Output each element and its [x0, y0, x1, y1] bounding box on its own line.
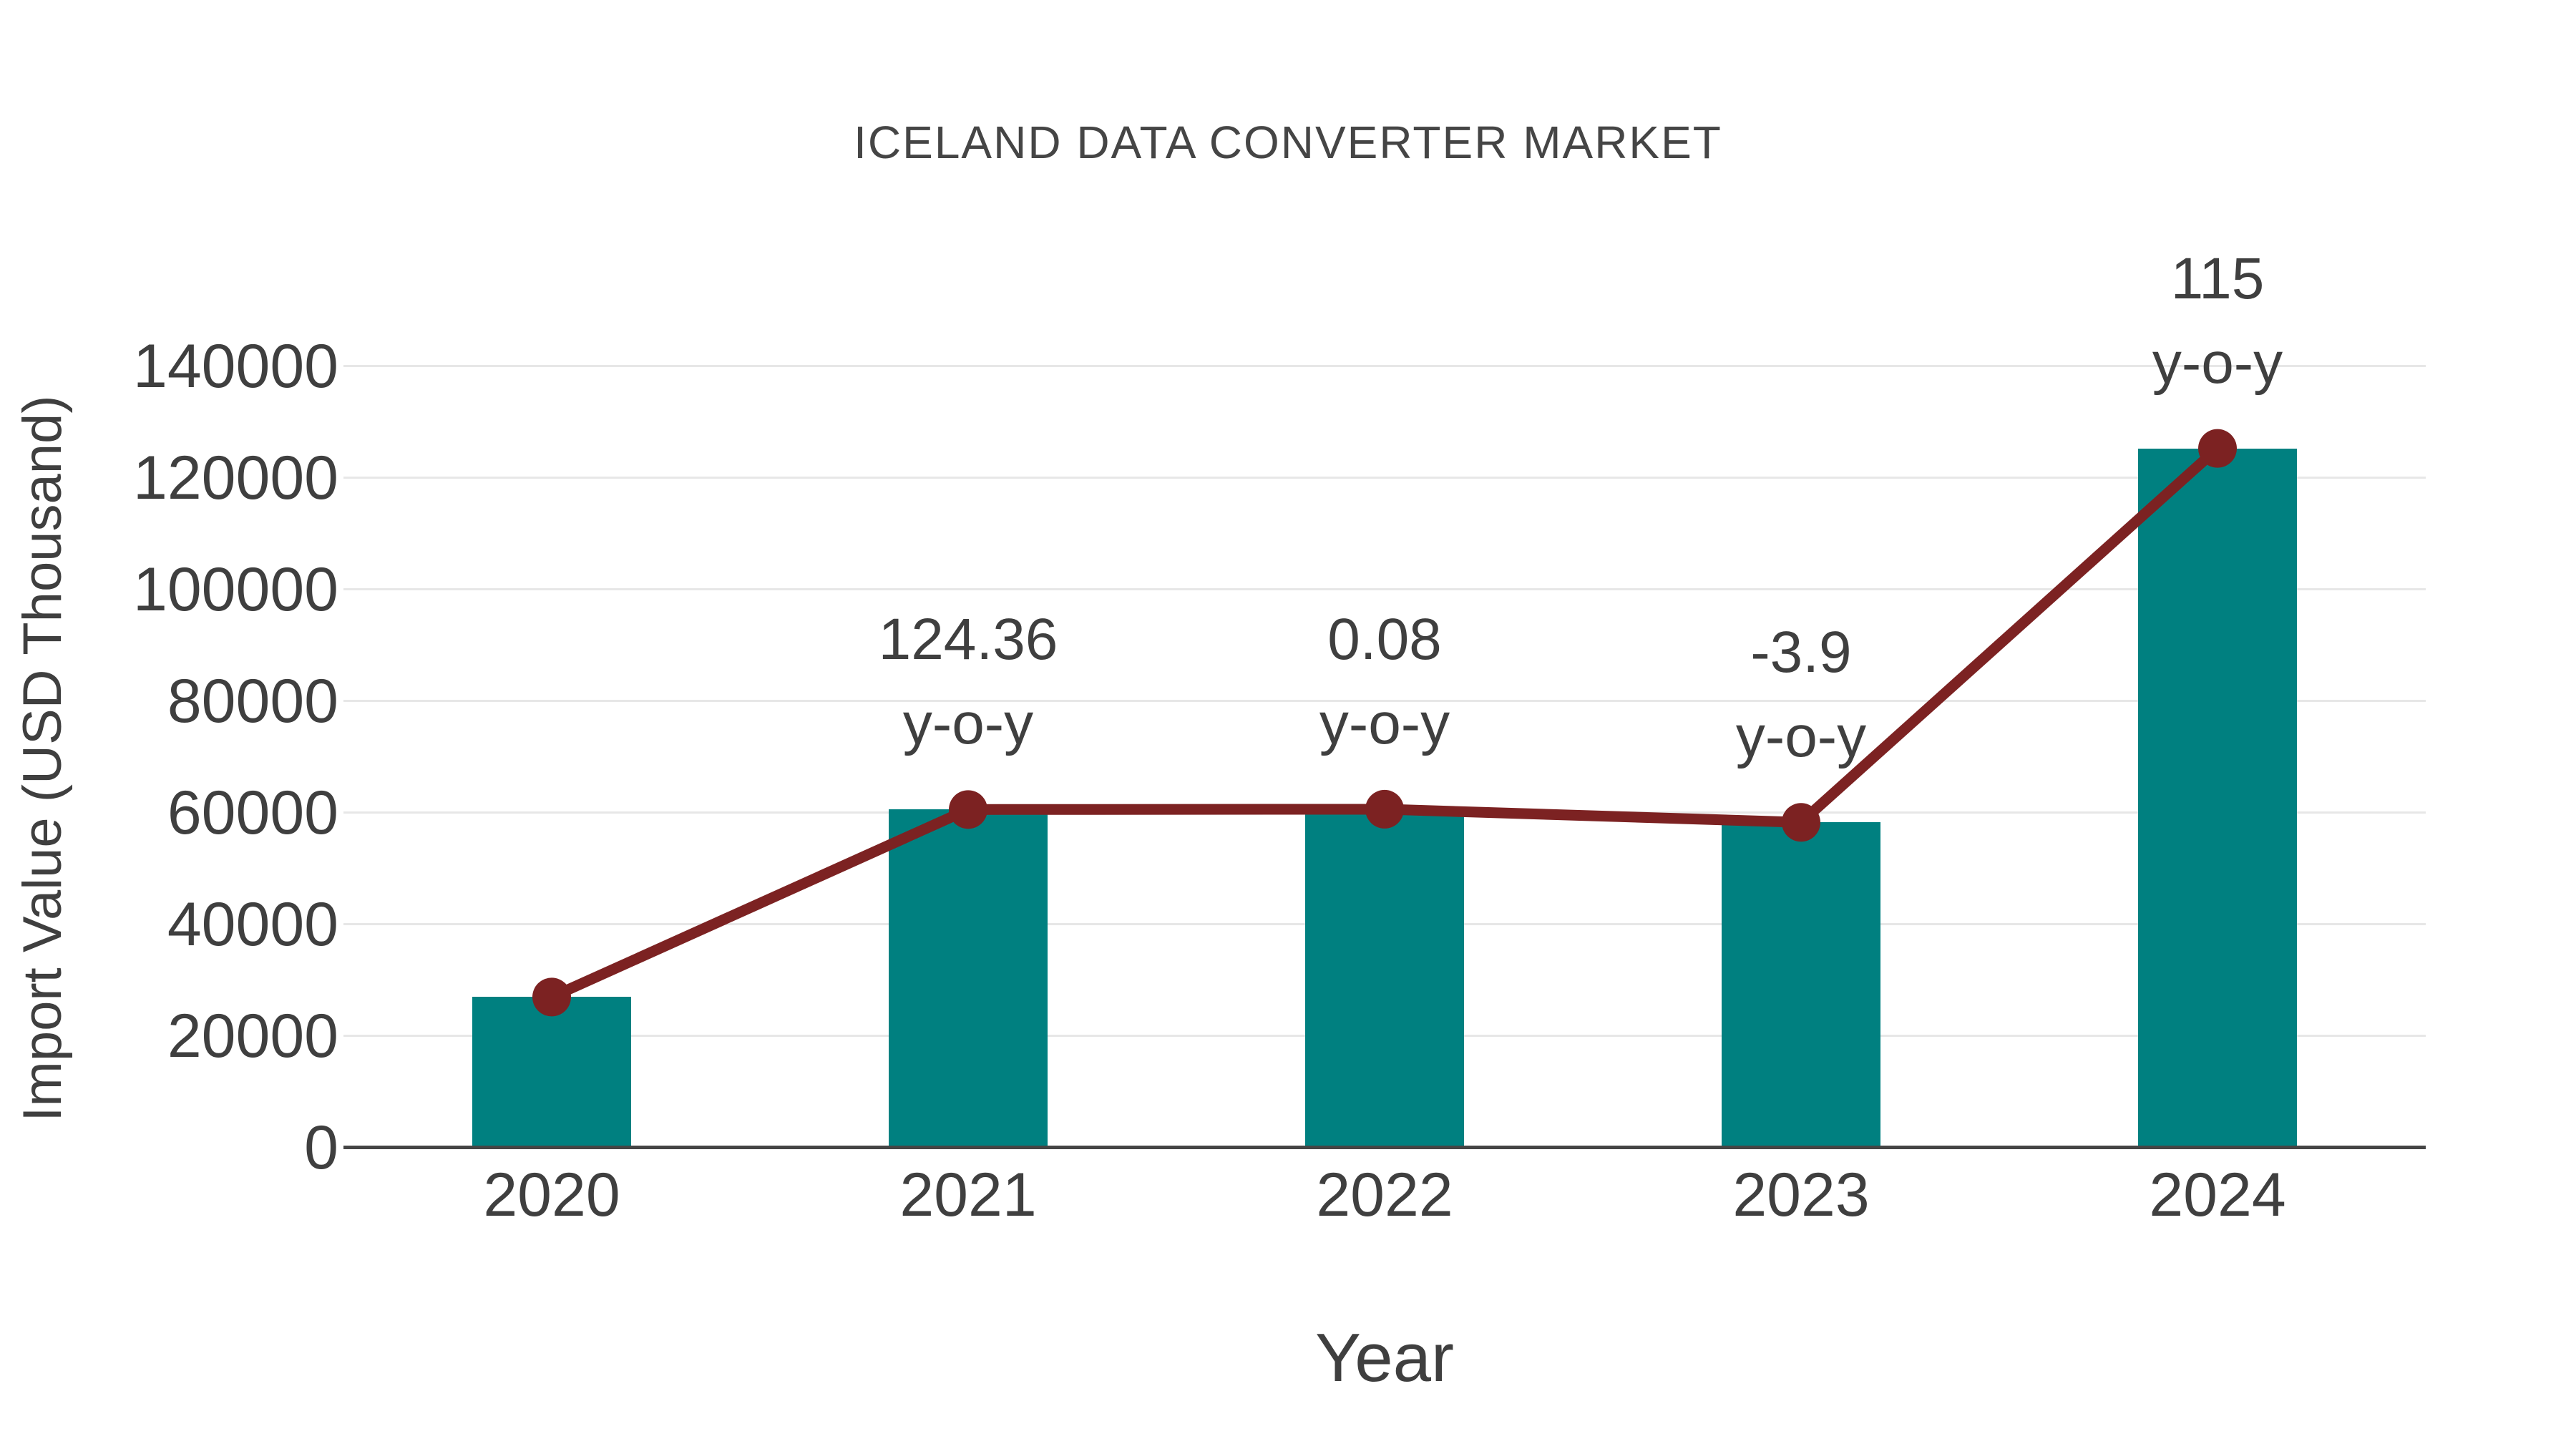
y-tick-label-100000: 100000: [133, 555, 338, 624]
bar-2024: [2138, 448, 2297, 1148]
x-tick-label-2023: 2023: [1732, 1161, 1870, 1229]
annotation-2024: 115 y-o-y: [2152, 237, 2283, 406]
y-tick-label-20000: 20000: [167, 1001, 338, 1070]
bar-2021: [889, 809, 1048, 1148]
plot-area: [343, 315, 2426, 1149]
x-tick-label-2024: 2024: [2149, 1161, 2286, 1229]
gridline-80000: [343, 700, 2426, 703]
x-tick-label-2020: 2020: [483, 1161, 620, 1229]
annotation-suffix-2021: y-o-y: [902, 691, 1034, 757]
annotation-suffix-2023: y-o-y: [1735, 704, 1867, 770]
annotation-value-2023: -3.9: [1750, 620, 1852, 686]
marker-2022: [1365, 789, 1404, 829]
bar-2020: [472, 997, 631, 1148]
annotation-value-2021: 124.36: [878, 607, 1058, 673]
trend-line-layer: [532, 429, 2237, 1017]
annotation-value-2024: 115: [2170, 245, 2265, 311]
annotation-2021: 124.36 y-o-y: [879, 597, 1058, 766]
annotation-suffix-2024: y-o-y: [2152, 330, 2283, 396]
chart-title: ICELAND DATA CONVERTER MARKET: [854, 117, 1722, 168]
y-tick-label-0: 0: [304, 1113, 338, 1182]
y-tick-label-120000: 120000: [133, 443, 338, 512]
annotation-2022: 0.08 y-o-y: [1319, 597, 1450, 766]
y-axis-title: Import Value (USD Thousand): [12, 395, 73, 1122]
gridline-140000: [343, 365, 2426, 368]
y-tick-label-80000: 80000: [167, 666, 338, 736]
y-tick-label-60000: 60000: [167, 778, 338, 847]
marker-2020: [532, 977, 571, 1017]
marker-2023: [1782, 803, 1820, 842]
x-axis-line: [343, 1146, 2426, 1149]
y-tick-label-140000: 140000: [133, 331, 338, 401]
gridline-100000: [343, 588, 2426, 591]
y-tick-label-40000: 40000: [167, 889, 338, 959]
annotation-2023: -3.9 y-o-y: [1736, 610, 1866, 779]
marker-2024: [2198, 429, 2237, 468]
annotation-suffix-2022: y-o-y: [1319, 691, 1450, 756]
bar-2023: [1722, 822, 1880, 1148]
gridline-120000: [343, 477, 2426, 479]
x-axis-title: Year: [1315, 1319, 1454, 1396]
annotation-value-2022: 0.08: [1327, 606, 1442, 672]
x-tick-label-2021: 2021: [899, 1161, 1037, 1229]
x-tick-label-2022: 2022: [1316, 1161, 1453, 1229]
marker-2021: [949, 790, 987, 829]
bar-2022: [1305, 809, 1464, 1148]
